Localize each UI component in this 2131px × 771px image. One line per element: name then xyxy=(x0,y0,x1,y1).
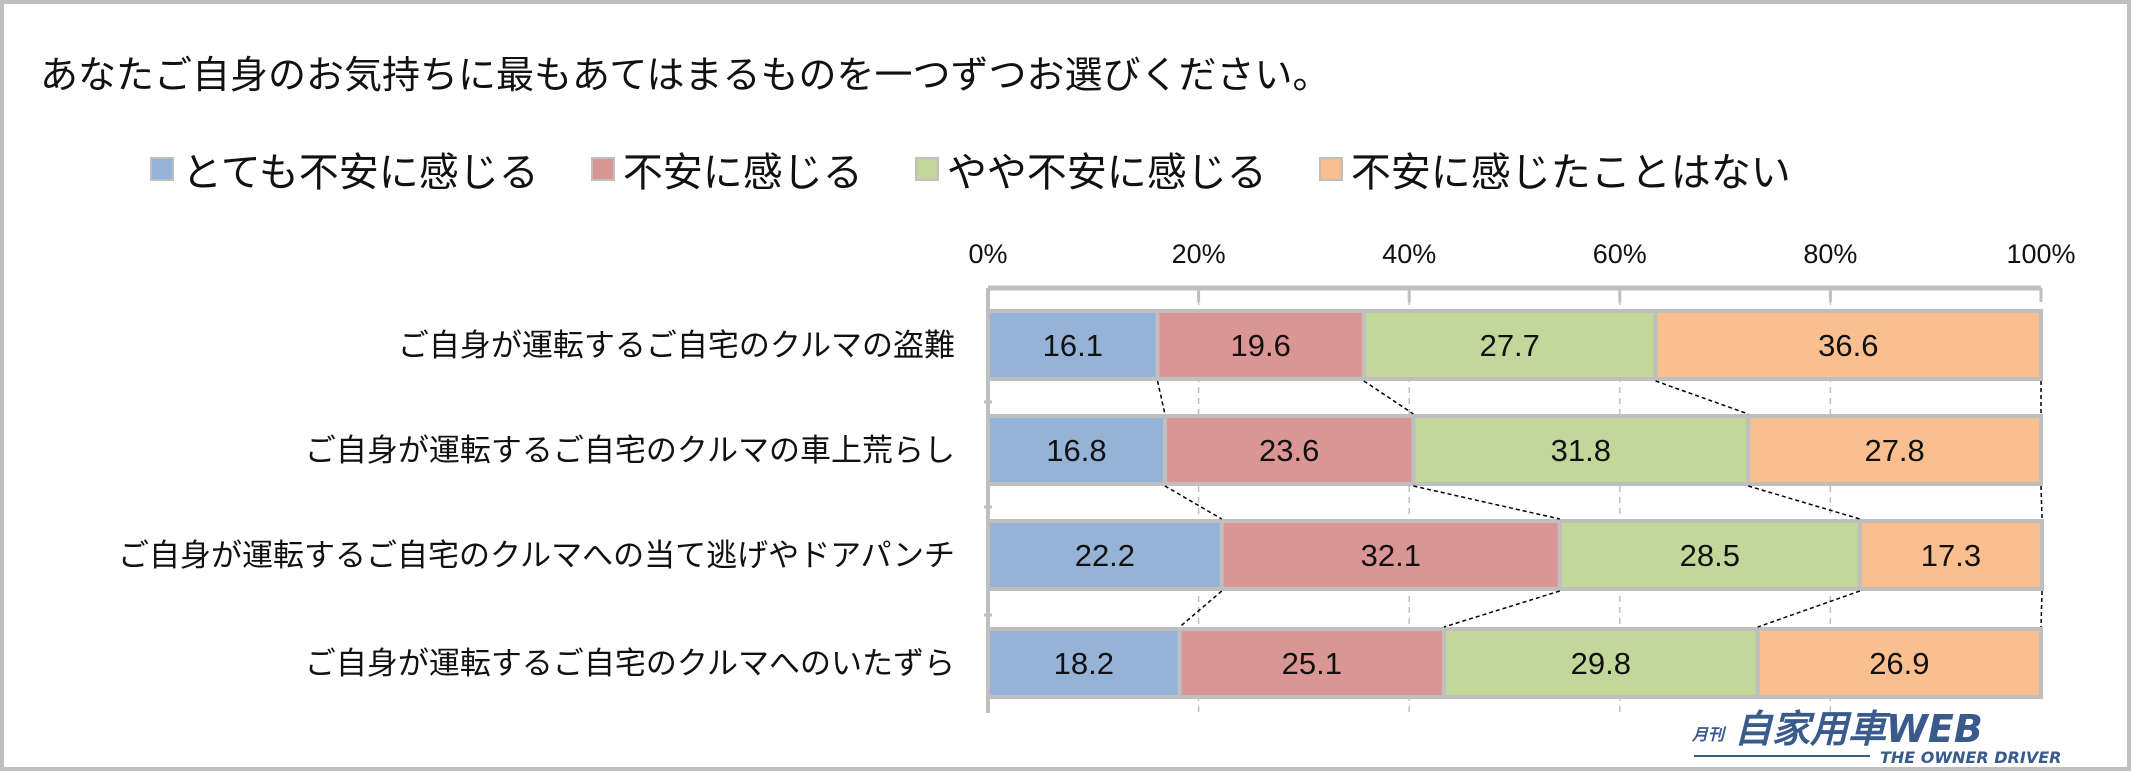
legend-label: とても不安に感じる xyxy=(182,150,539,196)
legend-label: やや不安に感じる xyxy=(946,150,1267,196)
data-label: 31.8 xyxy=(1551,433,1611,468)
data-label: 23.6 xyxy=(1259,433,1319,468)
data-label: 18.2 xyxy=(1054,646,1114,681)
data-label: 32.1 xyxy=(1361,538,1421,573)
watermark-logo: 月刊 自家用車WEB THE OWNER DRIVER xyxy=(1691,707,2061,766)
legend-swatch xyxy=(590,157,615,181)
data-label: 17.3 xyxy=(1921,538,1981,573)
data-label: 19.6 xyxy=(1231,328,1291,363)
data-label: 22.2 xyxy=(1075,538,1135,573)
data-label: 25.1 xyxy=(1282,646,1342,681)
bar-segment xyxy=(1155,309,1366,381)
bar-segment xyxy=(1746,414,2043,486)
x-tick-label: 100% xyxy=(2006,239,2075,269)
x-tick-label: 60% xyxy=(1593,239,1647,269)
bar-segment xyxy=(986,627,1182,699)
data-label: 27.7 xyxy=(1480,328,1540,363)
data-label: 16.8 xyxy=(1046,433,1106,468)
x-tick-label: 20% xyxy=(1172,239,1226,269)
x-tick-label: 0% xyxy=(968,239,1007,269)
bar-segment xyxy=(986,309,1160,381)
x-tick-label: 40% xyxy=(1382,239,1436,269)
bar-segment xyxy=(1219,519,1562,591)
series-line xyxy=(1413,485,1560,520)
series-line xyxy=(1179,590,1223,628)
data-label: 27.8 xyxy=(1864,433,1924,468)
series-line xyxy=(1363,380,1414,415)
category-label: ご自身が運転するご自宅のクルマの盗難 xyxy=(398,328,955,364)
bar-segment xyxy=(1755,627,2044,699)
series-line xyxy=(1757,590,1861,628)
category-label: ご自身が運転するご自宅のクルマへの当て逃げやドアパンチ xyxy=(118,538,955,574)
bar-segment xyxy=(1857,519,2045,591)
series-line xyxy=(1164,485,1223,520)
bar-segment xyxy=(1653,309,2044,381)
watermark-subtext: THE OWNER DRIVER xyxy=(1880,748,2061,766)
x-tick-label: 80% xyxy=(1803,239,1857,269)
category-label: ご自身が運転するご自宅のクルマへのいたずら xyxy=(305,646,955,682)
legend-label: 不安に感じたことはない xyxy=(1350,150,1791,196)
legend-item: 不安に感じる xyxy=(590,140,863,198)
data-label: 28.5 xyxy=(1680,538,1740,573)
legend-label: 不安に感じる xyxy=(622,150,863,196)
bar-segment xyxy=(1177,627,1446,699)
category-label: ご自身が運転するご自宅のクルマの車上荒らし xyxy=(305,433,955,469)
legend-item: やや不安に感じる xyxy=(914,140,1267,198)
bar-segment xyxy=(1557,519,1862,591)
series-line xyxy=(2040,590,2043,628)
legend-item: とても不安に感じる xyxy=(150,140,539,198)
data-label: 36.6 xyxy=(1818,328,1878,363)
watermark-small: 月刊 xyxy=(1691,725,1727,744)
legend-swatch xyxy=(1318,157,1343,181)
watermark-text: 自家用車WEB xyxy=(1734,707,1983,751)
series-line xyxy=(1443,590,1561,628)
bar-segment xyxy=(1411,414,1751,486)
series-line xyxy=(2040,485,2043,520)
series-line xyxy=(1156,380,1166,415)
chart-title: あなたご自身のお気持ちに最もあてはまるものを一つずつお選びください。 xyxy=(40,53,1331,97)
legend-item: 不安に感じたことはない xyxy=(1318,140,1791,198)
data-label: 16.1 xyxy=(1043,328,1103,363)
series-line xyxy=(1655,380,1749,415)
legend: とても不安に感じる 不安に感じる やや不安に感じる 不安に感じたことはない xyxy=(150,140,1791,198)
legend-swatch xyxy=(914,157,939,181)
data-label: 26.9 xyxy=(1869,646,1929,681)
data-label: 29.8 xyxy=(1571,646,1631,681)
series-line xyxy=(1748,485,1861,520)
legend-swatch xyxy=(150,157,174,181)
